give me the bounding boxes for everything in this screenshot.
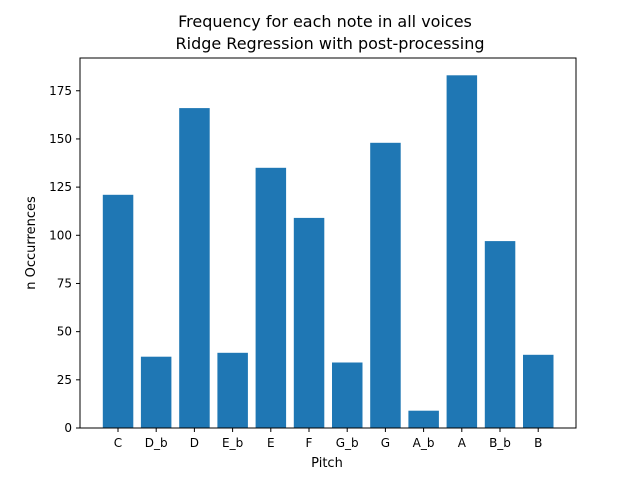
y-tick-label: 25	[57, 373, 72, 387]
x-tick-label: C	[114, 436, 122, 450]
x-tick-label: D_b	[145, 436, 168, 450]
bar-g-b	[332, 362, 363, 428]
x-tick-label: G	[381, 436, 390, 450]
x-tick-label: F	[306, 436, 313, 450]
bar-e-b	[217, 352, 248, 428]
chart-subtitle: Ridge Regression with post-processing	[176, 34, 485, 53]
x-tick-label: A	[458, 436, 467, 450]
bar-c	[102, 194, 134, 428]
y-tick-label: 100	[49, 228, 72, 242]
y-tick-label: 150	[49, 132, 72, 146]
bars-group	[102, 75, 554, 429]
x-tick-label: D	[190, 436, 199, 450]
y-tick-label: 0	[64, 421, 72, 435]
bar-g	[370, 142, 401, 429]
x-tick-label: E	[267, 436, 275, 450]
y-tick-label: 175	[49, 84, 72, 98]
y-axis-label: n Occurrences	[24, 196, 39, 290]
chart-title: Frequency for each note in all voices	[178, 12, 472, 31]
y-tick-label: 75	[57, 276, 72, 290]
bar-f	[293, 217, 325, 428]
plot-area-frame	[79, 57, 577, 429]
y-axis-ticks: 0 25 50 75 100 125 150 175	[49, 84, 80, 435]
bar-d-b	[140, 356, 172, 428]
x-axis-ticks: C D_b D E_b E F G_b G A_b A B_b B	[114, 428, 542, 450]
x-tick-label: A_b	[413, 436, 435, 450]
y-tick-label: 50	[57, 325, 72, 339]
bar-a	[446, 75, 478, 429]
bar-e	[255, 167, 287, 429]
bar-a-b	[408, 410, 439, 428]
bar-b-b	[484, 241, 516, 428]
bar-d	[179, 108, 210, 428]
y-tick-label: 125	[49, 180, 72, 194]
x-tick-label: E_b	[222, 436, 243, 450]
x-tick-label: B	[534, 436, 542, 450]
bar-b	[523, 354, 554, 428]
x-axis-label: Pitch	[311, 456, 343, 471]
x-tick-label: B_b	[489, 436, 511, 450]
x-tick-label: G_b	[336, 436, 359, 450]
